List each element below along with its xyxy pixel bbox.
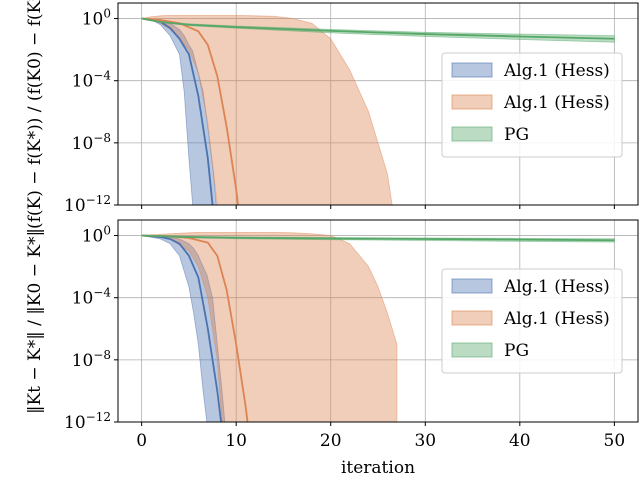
y-tick-label: 10−8 <box>72 348 111 371</box>
legend: Alg.1 (Hess) Alg.1 (Hess̄) PG <box>441 52 623 158</box>
axes-frame <box>117 219 639 423</box>
legend-label-series-2: Alg.1 (Hess̄) <box>503 93 610 113</box>
y-tick-label: 10−4 <box>72 69 112 92</box>
panel-2: 0 10 20 30 40 50 Alg.1 (Hess) Alg.1 (Hess̄) PG ‖K… <box>25 219 639 478</box>
legend-swatch-series-2 <box>451 310 493 326</box>
mean-line-series-2 <box>141 17 239 206</box>
legend-box <box>441 268 623 374</box>
y-tick-label: 10−12 <box>64 410 111 433</box>
panel-1: Alg.1 (Hess) Alg.1 (Hess̄) PG (f(K) − f(K*)… <box>25 0 639 229</box>
legend-label-series-3: PG <box>504 125 529 145</box>
mean-line-series-3 <box>141 234 615 242</box>
x-tick-label: 50 <box>604 431 626 451</box>
legend-swatch-series-1 <box>451 278 493 294</box>
legend-box <box>441 52 623 158</box>
axes-frame <box>117 2 639 206</box>
legend: Alg.1 (Hess) Alg.1 (Hess̄) PG <box>441 268 623 374</box>
mean-line-series-3 <box>141 17 615 40</box>
legend-label-series-2: Alg.1 (Hess̄) <box>503 309 610 329</box>
legend-swatch-series-3 <box>451 342 493 358</box>
legend-label-series-1: Alg.1 (Hess) <box>503 61 610 81</box>
legend-swatch-series-1 <box>451 62 493 78</box>
legend-swatch-series-3 <box>451 126 493 142</box>
band-series-2 <box>141 231 398 423</box>
mean-line-series-1 <box>141 234 222 423</box>
x-tick-label: 10 <box>225 431 247 451</box>
x-tick-label: 20 <box>320 431 342 451</box>
y-tick-label: 10−8 <box>72 131 111 154</box>
x-tick-label: 0 <box>136 431 147 451</box>
legend-swatch-series-2 <box>451 94 493 110</box>
legend-label-series-3: PG <box>504 341 529 361</box>
legend-label-series-1: Alg.1 (Hess) <box>503 277 610 297</box>
x-tick-label: 40 <box>509 431 531 451</box>
x-tick-label: 30 <box>414 431 436 451</box>
y-tick-label: 100 <box>82 7 111 30</box>
y-axis-title: ‖Kt − K*‖ / ‖K0 − K*‖ <box>25 228 45 414</box>
y-tick-label: 10−4 <box>72 286 112 309</box>
y-tick-label: 10−12 <box>64 193 111 216</box>
x-axis-title: iteration <box>341 458 415 478</box>
y-axis-title: (f(K) − f(K*)) / (f(K0) − f(K*)) <box>25 0 45 229</box>
y-tick-label: 100 <box>82 224 111 247</box>
